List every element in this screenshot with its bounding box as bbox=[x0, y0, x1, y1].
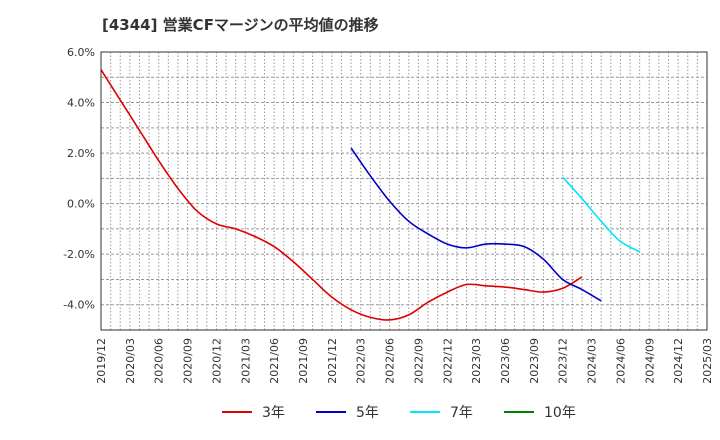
x-tick-label: 2020/06 bbox=[153, 338, 166, 384]
y-tick-label: -2.0% bbox=[63, 248, 95, 261]
legend-label: 10年 bbox=[544, 405, 576, 421]
x-tick-label: 2021/12 bbox=[326, 338, 339, 384]
x-tick-label: 2024/12 bbox=[672, 338, 685, 384]
series-line-3年 bbox=[100, 69, 583, 321]
legend-label: 5年 bbox=[356, 405, 379, 421]
series-line-7年 bbox=[562, 176, 641, 253]
y-tick-label: 6.0% bbox=[67, 46, 95, 59]
legend-label: 7年 bbox=[450, 405, 473, 421]
x-tick-label: 2023/06 bbox=[499, 338, 512, 384]
x-tick-label: 2021/09 bbox=[297, 338, 310, 384]
series-line-5年 bbox=[350, 147, 602, 302]
x-tick-label: 2023/03 bbox=[470, 338, 483, 384]
x-tick-label: 2020/12 bbox=[210, 338, 223, 384]
y-tick-label: -4.0% bbox=[63, 299, 95, 312]
x-tick-label: 2025/03 bbox=[701, 338, 714, 384]
y-axis-ticks: 6.0% 4.0% 2.0% 0.0% -2.0% -4.0% bbox=[63, 46, 95, 312]
legend: 3年 5年 7年 10年 bbox=[222, 405, 576, 421]
x-tick-label: 2022/03 bbox=[355, 338, 368, 384]
x-tick-label: 2021/06 bbox=[268, 338, 281, 384]
x-tick-label: 2023/09 bbox=[528, 338, 541, 384]
y-tick-label: 4.0% bbox=[67, 97, 95, 110]
chart-title: [4344] 営業CFマージンの平均値の推移 bbox=[102, 16, 379, 34]
x-tick-label: 2020/09 bbox=[182, 338, 195, 384]
x-tick-label: 2022/09 bbox=[412, 338, 425, 384]
x-tick-label: 2024/09 bbox=[643, 338, 656, 384]
x-tick-label: 2023/12 bbox=[557, 338, 570, 384]
x-tick-label: 2024/03 bbox=[586, 338, 599, 384]
x-axis-ticks: 2019/12 2020/03 2020/06 2020/09 2020/12 2021/… bbox=[95, 338, 714, 384]
grid bbox=[101, 52, 707, 330]
x-tick-label: 2024/06 bbox=[614, 338, 627, 384]
x-tick-label: 2019/12 bbox=[95, 338, 108, 384]
x-tick-label: 2020/03 bbox=[124, 338, 137, 384]
y-tick-label: 0.0% bbox=[67, 198, 95, 211]
plot-area-frame bbox=[100, 51, 708, 331]
series-group bbox=[100, 69, 641, 321]
x-tick-label: 2022/12 bbox=[441, 338, 454, 384]
x-tick-label: 2022/06 bbox=[384, 338, 397, 384]
legend-label: 3年 bbox=[262, 405, 285, 421]
y-tick-label: 2.0% bbox=[67, 147, 95, 160]
x-tick-label: 2021/03 bbox=[239, 338, 252, 384]
